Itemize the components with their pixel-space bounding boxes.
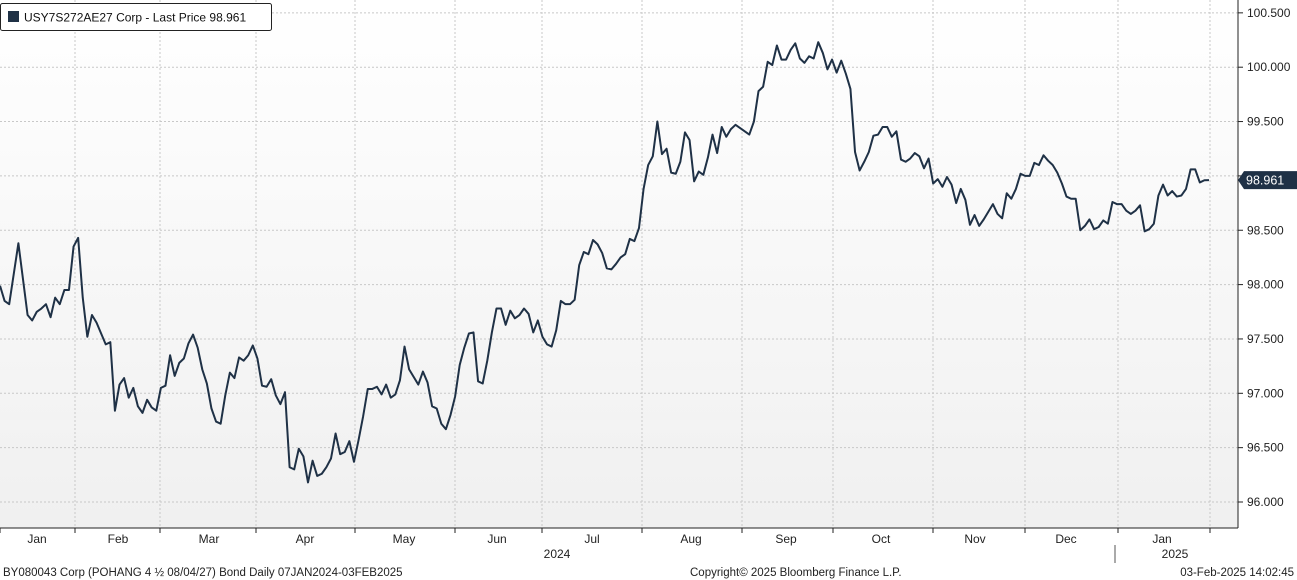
footer-left: BY080043 Corp (POHANG 4 ½ 08/04/27) Bond… — [3, 567, 403, 579]
x-tick-label: May — [393, 532, 416, 546]
legend-swatch — [8, 11, 19, 22]
x-axis-ticks: Jan Feb Mar Apr May Jun Jul Aug Sep Oct Nov Dec Jan2… — [0, 528, 1211, 561]
x-tick-label: Apr — [296, 532, 315, 546]
footer-center: Copyright© 2025 Bloomberg Finance L.P. — [690, 567, 902, 579]
x-tick-label: Jun — [487, 532, 506, 546]
year-label: 2024 — [544, 547, 571, 561]
y-tick-label: 96.500 — [1247, 441, 1284, 455]
legend: USY7S272AE27 Corp - Last Price 98.961 — [0, 3, 272, 31]
x-tick-label: Sep — [775, 532, 797, 546]
y-tick-label: 100.000 — [1247, 60, 1291, 74]
y-tick-label: 98.500 — [1247, 223, 1284, 237]
y-axis-ticks: 96.00096.50097.00097.50098.00098.50099.0… — [1238, 6, 1291, 509]
x-tick-label: Jul — [584, 532, 599, 546]
x-tick-label: Jan — [27, 532, 46, 546]
y-tick-label: 97.500 — [1247, 332, 1284, 346]
x-tick-label: Jan — [1152, 532, 1171, 546]
x-tick-label: Aug — [680, 532, 701, 546]
year-label: 2025 — [1162, 547, 1189, 561]
y-tick-label: 99.500 — [1247, 115, 1284, 129]
y-tick-label: 96.000 — [1247, 495, 1284, 509]
series-line — [0, 41, 1210, 484]
legend-label: USY7S272AE27 Corp - Last Price 98.961 — [24, 11, 246, 25]
y-tick-label: 100.500 — [1247, 6, 1291, 20]
x-tick-label: Dec — [1055, 532, 1076, 546]
plot-background — [0, 0, 1238, 528]
last-price-tag: 98.961 — [1238, 171, 1297, 190]
x-tick-label: Oct — [872, 532, 891, 546]
y-tick-label: 98.000 — [1247, 278, 1284, 292]
x-tick-label: Mar — [199, 532, 220, 546]
vertical-gridlines — [74, 0, 1211, 528]
x-tick-label: Nov — [964, 532, 985, 546]
y-tick-label: 97.000 — [1247, 386, 1284, 400]
legend-box — [0, 3, 272, 31]
footer-right: 03-Feb-2025 14:02:45 — [1180, 567, 1294, 579]
last-price-tag-label: 98.961 — [1246, 174, 1284, 188]
x-tick-label: Feb — [108, 532, 129, 546]
